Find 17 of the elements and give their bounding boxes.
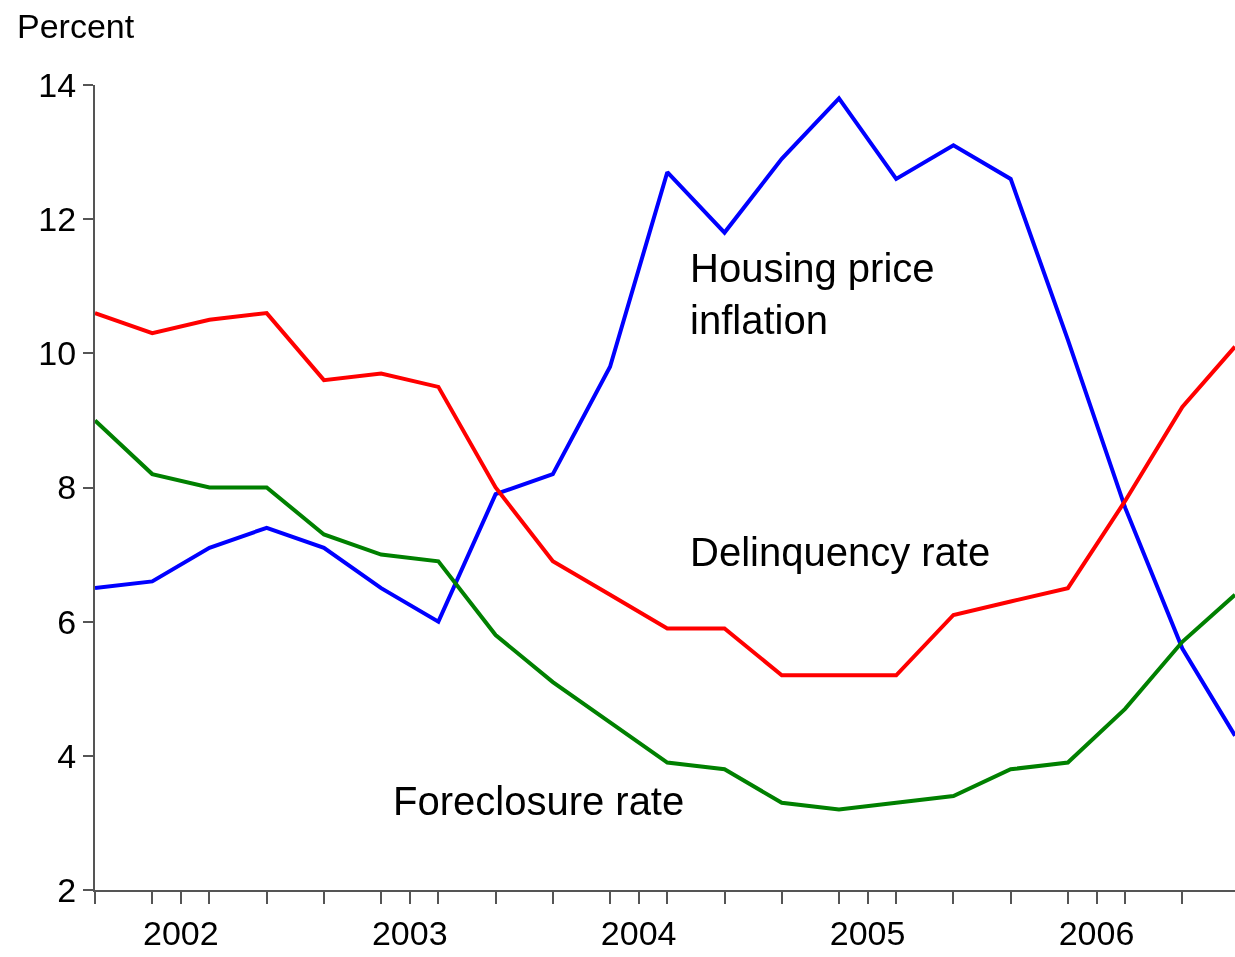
y-tick-label: 2	[57, 870, 77, 909]
x-tick-label: 2003	[371, 913, 448, 952]
x-tick-label: 2005	[829, 913, 906, 952]
x-tick-label: 2004	[600, 913, 677, 952]
x-tick-label: 2006	[1058, 913, 1135, 952]
y-tick-label: 4	[57, 736, 77, 775]
line-series	[95, 96, 1235, 738]
y-tick-label: 10	[38, 334, 77, 373]
y-axis-title: Percent	[17, 7, 135, 45]
y-tick-label: 12	[38, 200, 77, 239]
series-label: Housing price inflation	[690, 246, 935, 342]
y-tick-label: 14	[38, 65, 77, 104]
y-tick-label: 8	[57, 468, 77, 507]
y-tick-label: 6	[57, 602, 77, 641]
x-tick-label: 2002	[143, 913, 219, 952]
series-label: Foreclosure rate	[393, 779, 685, 823]
series-label: Delinquency rate	[690, 530, 991, 574]
